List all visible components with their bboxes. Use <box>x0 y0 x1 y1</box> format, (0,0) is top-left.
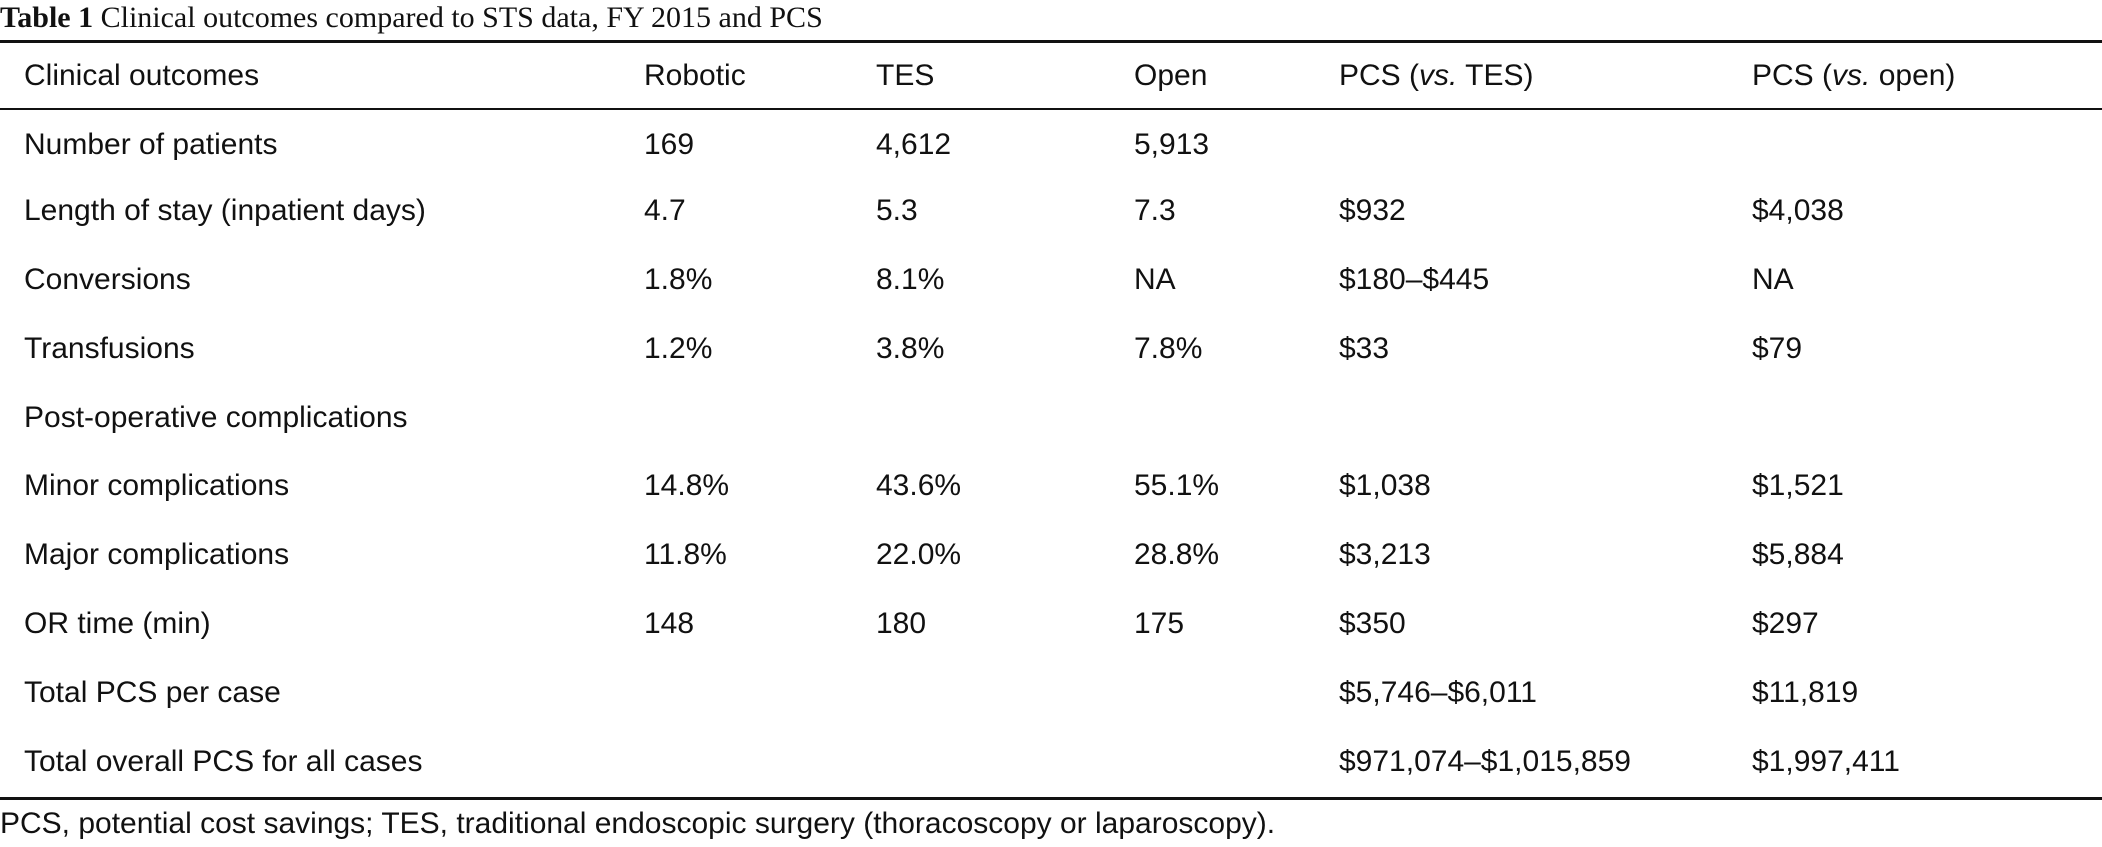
cell-robotic: 148 <box>644 606 695 640</box>
cell-tes <box>876 727 1134 796</box>
cell-open: 28.8% <box>1134 538 1220 572</box>
cell-pcs-vs-open: $79 <box>1752 331 1803 365</box>
header-tes: TES <box>876 58 935 92</box>
table-row: Transfusions 1.2% 3.8% 7.8% $33 $79 <box>0 314 2102 383</box>
row-label: Total PCS per case <box>24 675 281 709</box>
cell-tes: 3.8% <box>876 331 945 365</box>
cell-open <box>1134 727 1339 796</box>
outcomes-table: Clinical outcomes Robotic TES Open PCS (… <box>0 43 2102 796</box>
table-row: Major complications 11.8% 22.0% 28.8% $3… <box>0 521 2102 590</box>
cell-pcs-vs-open: NA <box>1752 262 1794 296</box>
table-footnote: PCS, potential cost savings; TES, tradit… <box>0 807 1276 840</box>
cell-pcs-vs-tes: $971,074–$1,015,859 <box>1339 744 1631 778</box>
cell-open: 7.3 <box>1134 194 1176 228</box>
header-open: Open <box>1134 58 1208 92</box>
cell-tes: 43.6% <box>876 469 962 503</box>
row-label: Number of patients <box>24 128 278 162</box>
cell-robotic: 1.8% <box>644 262 713 296</box>
header-row: Clinical outcomes Robotic TES Open PCS (… <box>0 43 2102 108</box>
cell-robotic: 1.2% <box>644 331 713 365</box>
cell-open: 55.1% <box>1134 469 1220 503</box>
cell-pcs-vs-open: $297 <box>1752 606 1819 640</box>
cell-tes: 22.0% <box>876 538 962 572</box>
table-label: Table 1 <box>0 1 94 34</box>
top-rule <box>0 40 2102 43</box>
cell-pcs-vs-tes: $3,213 <box>1339 538 1431 572</box>
header-pcs-tes-prefix: PCS ( <box>1339 58 1420 92</box>
cell-robotic: 169 <box>644 128 695 162</box>
cell-pcs-vs-open: $1,997,411 <box>1752 744 1900 778</box>
table-row: OR time (min) 148 180 175 $350 $297 <box>0 590 2102 659</box>
cell-open: 175 <box>1134 606 1185 640</box>
cell-pcs-vs-tes: $180–$445 <box>1339 262 1490 296</box>
cell-pcs-vs-open: $11,819 <box>1752 675 1859 709</box>
cell-pcs-vs-tes: $932 <box>1339 194 1406 228</box>
cell-robotic <box>644 383 876 452</box>
row-label: Length of stay (inpatient days) <box>24 194 426 228</box>
table-caption: Table 1 Clinical outcomes compared to ST… <box>0 0 823 40</box>
table-row: Conversions 1.8% 8.1% NA $180–$445 NA <box>0 246 2102 315</box>
table-row: Minor complications 14.8% 43.6% 55.1% $1… <box>0 452 2102 521</box>
table-body: Number of patients 169 4,612 5,913 Lengt… <box>0 108 2102 796</box>
header-rule <box>0 108 2102 110</box>
row-label: Total overall PCS for all cases <box>24 744 423 778</box>
cell-pcs-vs-tes: $33 <box>1339 331 1390 365</box>
cell-pcs-vs-tes: $5,746–$6,011 <box>1339 675 1537 709</box>
bottom-rule <box>0 797 2102 800</box>
cell-robotic: 14.8% <box>644 469 730 503</box>
row-label: Conversions <box>24 262 191 296</box>
cell-pcs-vs-tes: $350 <box>1339 606 1406 640</box>
cell-open <box>1134 658 1339 727</box>
row-label: Transfusions <box>24 331 195 365</box>
cell-open <box>1134 383 1339 452</box>
table-row: Post-operative complications <box>0 383 2102 452</box>
cell-tes: 180 <box>876 606 927 640</box>
cell-robotic: 4.7 <box>644 194 686 228</box>
table-row: Total PCS per case $5,746–$6,011 $11,819 <box>0 658 2102 727</box>
header-pcs-open-vs: vs. <box>1832 58 1871 92</box>
cell-open: NA <box>1134 262 1176 296</box>
cell-pcs-vs-tes: $1,038 <box>1339 469 1431 503</box>
cell-tes: 4,612 <box>876 128 952 162</box>
cell-tes <box>876 383 1134 452</box>
row-label: OR time (min) <box>24 606 211 640</box>
cell-robotic: 11.8% <box>644 538 727 572</box>
row-label: Major complications <box>24 538 290 572</box>
header-pcs-open-suffix: open) <box>1870 58 1956 92</box>
cell-tes <box>876 658 1134 727</box>
header-pcs-tes-suffix: TES) <box>1457 58 1534 92</box>
cell-robotic <box>644 658 876 727</box>
cell-pcs-vs-tes <box>1339 108 1752 177</box>
header-pcs-open-prefix: PCS ( <box>1752 58 1833 92</box>
table-title: Clinical outcomes compared to STS data, … <box>100 1 823 34</box>
cell-open: 7.8% <box>1134 331 1203 365</box>
cell-open: 5,913 <box>1134 128 1210 162</box>
header-pcs-vs-tes: PCS (vs. TES) <box>1339 43 1752 108</box>
cell-pcs-vs-open <box>1752 383 2102 452</box>
table-row: Total overall PCS for all cases $971,074… <box>0 727 2102 796</box>
cell-pcs-vs-open: $5,884 <box>1752 538 1844 572</box>
cell-pcs-vs-open: $1,521 <box>1752 469 1844 503</box>
cell-tes: 5.3 <box>876 194 918 228</box>
cell-tes: 8.1% <box>876 262 945 296</box>
header-pcs-vs-open: PCS (vs. open) <box>1752 43 2102 108</box>
row-label: Post-operative complications <box>24 400 408 434</box>
header-pcs-tes-vs: vs. <box>1419 58 1458 92</box>
table-row: Length of stay (inpatient days) 4.7 5.3 … <box>0 177 2102 246</box>
header-clinical-outcomes: Clinical outcomes <box>24 58 260 92</box>
cell-pcs-vs-open <box>1752 108 2102 177</box>
cell-pcs-vs-open: $4,038 <box>1752 194 1844 228</box>
table-row: Number of patients 169 4,612 5,913 <box>0 108 2102 177</box>
cell-pcs-vs-tes <box>1339 383 1752 452</box>
row-label: Minor complications <box>24 469 290 503</box>
cell-robotic <box>644 727 876 796</box>
header-robotic: Robotic <box>644 58 746 92</box>
